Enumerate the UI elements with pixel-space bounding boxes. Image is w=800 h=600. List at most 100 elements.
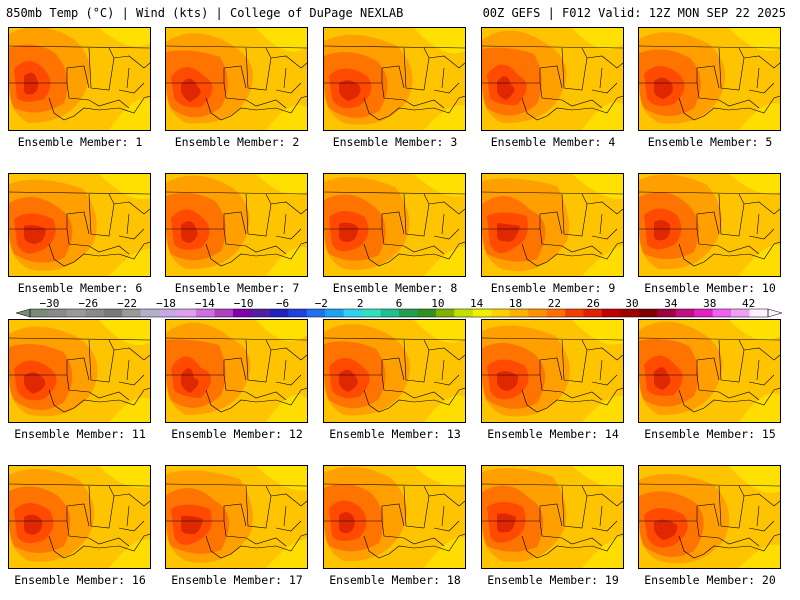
colorbar-segment bbox=[435, 309, 455, 317]
colorbar-tick-label: 10 bbox=[431, 297, 445, 310]
colorbar-tick-label: −18 bbox=[156, 297, 176, 310]
member-map-14 bbox=[481, 319, 624, 423]
colorbar-segment bbox=[159, 309, 178, 317]
colorbar-segment bbox=[399, 309, 418, 317]
colorbar-tick-label: 34 bbox=[664, 297, 678, 310]
member-label-16: Ensemble Member: 16 bbox=[14, 573, 146, 587]
colorbar-segment bbox=[528, 309, 547, 317]
colorbar-segment bbox=[196, 309, 215, 317]
colorbar-segment bbox=[601, 309, 621, 317]
colorbar-segment bbox=[362, 309, 381, 317]
colorbar-segment bbox=[675, 309, 695, 317]
colorbar-segment bbox=[380, 309, 400, 317]
colorbar-segment bbox=[103, 309, 123, 317]
member-label-13: Ensemble Member: 13 bbox=[329, 427, 461, 441]
colorbar-tick-label: −2 bbox=[314, 297, 328, 310]
member-map-5 bbox=[638, 27, 781, 131]
member-label-8: Ensemble Member: 8 bbox=[332, 281, 458, 295]
colorbar-segment bbox=[269, 309, 289, 317]
colorbar-segment bbox=[48, 309, 68, 317]
member-map-18 bbox=[323, 465, 466, 569]
colorbar-tick-label: 14 bbox=[470, 297, 484, 310]
member-map-17 bbox=[165, 465, 308, 569]
member-map-3 bbox=[323, 27, 466, 131]
colorbar-segment bbox=[565, 309, 584, 317]
colorbar-segment bbox=[731, 309, 750, 317]
chart-title: 850mb Temp (°C) | Wind (kts) | College o… bbox=[6, 6, 404, 20]
colorbar-tick-label: 22 bbox=[547, 297, 561, 310]
colorbar-tick-label: 30 bbox=[625, 297, 639, 310]
colorbar-tick-label: 18 bbox=[508, 297, 523, 310]
member-label-19: Ensemble Member: 19 bbox=[487, 573, 619, 587]
member-label-14: Ensemble Member: 14 bbox=[487, 427, 619, 441]
member-map-6 bbox=[8, 173, 151, 277]
member-label-5: Ensemble Member: 5 bbox=[647, 135, 773, 149]
member-map-19 bbox=[481, 465, 624, 569]
member-map-7 bbox=[165, 173, 308, 277]
member-label-20: Ensemble Member: 20 bbox=[644, 573, 776, 587]
member-map-15 bbox=[638, 319, 781, 423]
colorbar-segment bbox=[306, 309, 326, 317]
member-label-7: Ensemble Member: 7 bbox=[174, 281, 300, 295]
member-label-4: Ensemble Member: 4 bbox=[490, 135, 616, 149]
colorbar-tick-label: −14 bbox=[194, 297, 215, 310]
colorbar-segment bbox=[472, 309, 492, 317]
member-map-12 bbox=[165, 319, 308, 423]
member-label-17: Ensemble Member: 17 bbox=[171, 573, 303, 587]
colorbar-segment bbox=[232, 309, 252, 317]
member-label-18: Ensemble Member: 18 bbox=[329, 573, 461, 587]
colorbar-tick-label: 42 bbox=[741, 297, 756, 310]
colorbar-segment bbox=[638, 309, 658, 317]
member-label-10: Ensemble Member: 10 bbox=[644, 281, 776, 295]
member-map-11 bbox=[8, 319, 151, 423]
member-map-1 bbox=[8, 27, 151, 131]
colorbar-segment bbox=[177, 309, 197, 317]
colorbar-segment bbox=[30, 309, 49, 317]
member-map-20 bbox=[638, 465, 781, 569]
colorbar-segment bbox=[288, 309, 308, 317]
colorbar-segment bbox=[85, 309, 105, 317]
colorbar-segment bbox=[712, 309, 732, 317]
member-label-3: Ensemble Member: 3 bbox=[332, 135, 458, 149]
colorbar-segment bbox=[140, 309, 160, 317]
colorbar-right-arrow bbox=[767, 308, 783, 318]
colorbar-segment bbox=[583, 309, 603, 317]
member-label-15: Ensemble Member: 15 bbox=[644, 427, 776, 441]
colorbar-segment bbox=[122, 309, 141, 317]
member-map-13 bbox=[323, 319, 466, 423]
colorbar-segment bbox=[454, 309, 474, 317]
colorbar-segment bbox=[251, 309, 271, 317]
member-label-9: Ensemble Member: 9 bbox=[490, 281, 616, 295]
member-label-11: Ensemble Member: 11 bbox=[14, 427, 146, 441]
colorbar-segment bbox=[491, 309, 510, 317]
member-label-2: Ensemble Member: 2 bbox=[174, 135, 300, 149]
colorbar-segment bbox=[620, 309, 640, 317]
member-map-10 bbox=[638, 173, 781, 277]
colorbar-tick-label: 38 bbox=[703, 297, 717, 310]
colorbar-segment bbox=[66, 309, 86, 317]
colorbar-tick-label: −22 bbox=[117, 297, 138, 310]
member-map-4 bbox=[481, 27, 624, 131]
run-valid-time: 00Z GEFS | F012 Valid: 12Z MON SEP 22 20… bbox=[482, 6, 786, 20]
member-label-1: Ensemble Member: 1 bbox=[17, 135, 143, 149]
colorbar-tick-label: 2 bbox=[356, 297, 364, 310]
member-label-12: Ensemble Member: 12 bbox=[171, 427, 303, 441]
member-map-2 bbox=[165, 27, 308, 131]
member-map-16 bbox=[8, 465, 151, 569]
colorbar-segment bbox=[325, 309, 344, 317]
colorbar-tick-label: 26 bbox=[586, 297, 600, 310]
member-map-8 bbox=[323, 173, 466, 277]
colorbar-segment bbox=[749, 309, 769, 317]
colorbar-segment bbox=[546, 309, 566, 317]
colorbar-tick-label: −10 bbox=[233, 297, 254, 310]
colorbar-left-arrow bbox=[15, 308, 31, 318]
colorbar-segment bbox=[214, 309, 234, 317]
colorbar-tick-label: −26 bbox=[78, 297, 99, 310]
colorbar-tick-label: 6 bbox=[395, 297, 403, 310]
member-label-6: Ensemble Member: 6 bbox=[17, 281, 143, 295]
colorbar-tick-label: −30 bbox=[39, 297, 60, 310]
member-map-9 bbox=[481, 173, 624, 277]
colorbar-segment bbox=[657, 309, 677, 317]
colorbar-segment bbox=[509, 309, 529, 317]
colorbar-tick-label: −6 bbox=[275, 297, 290, 310]
